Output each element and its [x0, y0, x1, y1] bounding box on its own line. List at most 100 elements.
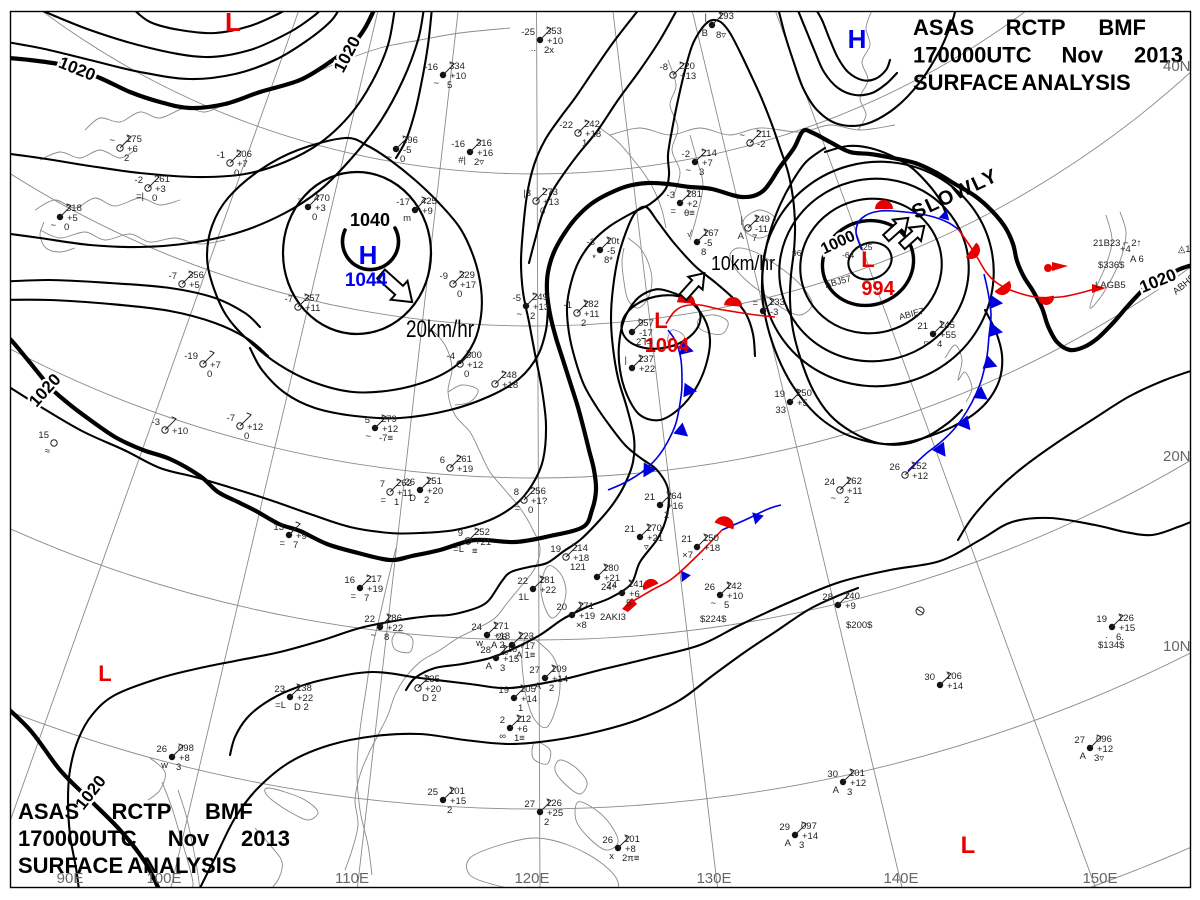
svg-text:262: 262: [396, 478, 412, 489]
svg-text:2: 2: [424, 495, 429, 506]
svg-text:◬170: ◬170: [1178, 244, 1200, 255]
svg-text:8▿: 8▿: [716, 30, 726, 41]
svg-text:-3: -3: [667, 190, 675, 201]
svg-text:-16: -16: [424, 62, 438, 73]
svg-text:306: 306: [236, 149, 252, 160]
svg-text:2x: 2x: [544, 45, 554, 56]
svg-text:27: 27: [1074, 735, 1085, 746]
svg-text:8: 8: [701, 247, 706, 258]
svg-text:D: D: [409, 493, 416, 504]
svg-text:170: 170: [646, 523, 662, 534]
svg-text:24: 24: [471, 622, 482, 633]
svg-text:+13: +13: [680, 71, 696, 82]
svg-text:=|: =|: [136, 191, 144, 202]
svg-text:+9: +9: [845, 601, 856, 612]
svg-text:+13: +13: [533, 302, 549, 313]
svg-text:L: L: [861, 247, 874, 272]
svg-text:7: 7: [293, 540, 298, 551]
svg-text:256: 256: [530, 486, 546, 497]
svg-text:|: |: [625, 355, 627, 366]
svg-text:L: L: [225, 7, 241, 37]
svg-text:-2: -2: [682, 149, 690, 160]
svg-text:#|: #|: [458, 155, 466, 166]
svg-text:+9: +9: [422, 206, 433, 217]
svg-text:≡: ≡: [472, 546, 478, 557]
svg-text:2: 2: [530, 311, 535, 322]
svg-text:16: 16: [344, 575, 355, 586]
svg-text:+25: +25: [547, 808, 563, 819]
svg-text:-7: -7: [227, 413, 235, 424]
svg-text:3: 3: [176, 762, 181, 773]
svg-text:19: 19: [550, 544, 561, 555]
svg-text:-5: -5: [403, 145, 411, 156]
svg-text:135: 135: [424, 674, 440, 685]
svg-text:150E: 150E: [1082, 870, 1117, 887]
svg-text:+18: +18: [502, 380, 518, 391]
svg-text:+3: +3: [155, 184, 166, 195]
svg-text:+25: +25: [858, 242, 873, 252]
svg-text:≈: ≈: [45, 446, 50, 457]
svg-text:357: 357: [304, 293, 320, 304]
svg-text:140: 140: [844, 591, 860, 602]
svg-text:|3: |3: [523, 188, 531, 199]
svg-text:=: =: [350, 591, 356, 602]
svg-text:28: 28: [480, 645, 491, 656]
svg-text:097: 097: [801, 821, 817, 832]
svg-text:2: 2: [581, 318, 586, 329]
svg-text:994: 994: [861, 278, 895, 300]
svg-text:RCTP: RCTP: [112, 799, 172, 824]
svg-text:+10: +10: [547, 36, 563, 47]
svg-text:+5: +5: [67, 213, 78, 224]
svg-text:-19: -19: [184, 351, 198, 362]
svg-text:×7: ×7: [682, 550, 693, 561]
svg-text:+6: +6: [517, 724, 528, 735]
svg-text:1040: 1040: [350, 210, 390, 230]
svg-text:20: 20: [556, 602, 567, 613]
svg-text:+7: +7: [237, 159, 248, 170]
svg-text:-7≡: -7≡: [379, 433, 393, 444]
svg-text:1004: 1004: [645, 335, 690, 357]
svg-text:SURFACE: SURFACE: [913, 70, 1018, 95]
svg-text:D 2: D 2: [294, 702, 309, 713]
svg-text:-2: -2: [757, 139, 765, 150]
svg-text:A: A: [535, 681, 542, 692]
svg-text:0: 0: [244, 431, 249, 442]
svg-text:214: 214: [572, 543, 588, 554]
svg-text:8: 8: [514, 487, 519, 498]
svg-text:170000UTC: 170000UTC: [18, 826, 137, 851]
svg-text:26: 26: [496, 632, 507, 643]
svg-text:28: 28: [822, 592, 833, 603]
svg-text:0: 0: [312, 212, 317, 223]
svg-text:~: ~: [710, 598, 716, 609]
svg-text:+10: +10: [172, 426, 188, 437]
svg-text:-3: -3: [770, 307, 778, 318]
svg-text:3: 3: [847, 787, 852, 798]
svg-text:261: 261: [154, 174, 170, 185]
svg-text:2: 2: [544, 817, 549, 828]
svg-text:145: 145: [939, 320, 955, 331]
svg-text:175: 175: [126, 134, 142, 145]
svg-text:+19: +19: [367, 584, 383, 595]
svg-text:ANALYSIS: ANALYSIS: [127, 853, 236, 878]
svg-text:19: 19: [774, 389, 785, 400]
svg-text:123: 123: [518, 631, 534, 642]
svg-text:+20: +20: [425, 684, 441, 695]
svg-text:1: 1: [582, 138, 587, 149]
svg-text:Nov: Nov: [168, 826, 210, 851]
svg-text:L: L: [961, 832, 976, 859]
svg-text:$336$: $336$: [1098, 260, 1125, 271]
svg-text:+10: +10: [727, 591, 743, 602]
svg-text:180: 180: [603, 563, 619, 574]
svg-text:+17: +17: [460, 280, 476, 291]
svg-text:0: 0: [457, 289, 462, 300]
svg-text:164: 164: [666, 491, 682, 502]
svg-text:w: w: [160, 760, 168, 771]
svg-text:RCTP: RCTP: [1006, 15, 1066, 40]
svg-text:+12: +12: [382, 424, 398, 435]
svg-text:5: 5: [365, 415, 370, 426]
svg-text:BMF: BMF: [1098, 15, 1146, 40]
svg-text:+19: +19: [457, 464, 473, 475]
svg-text:182: 182: [583, 299, 599, 310]
svg-text:A: A: [738, 231, 745, 242]
svg-text:2: 2: [664, 510, 669, 521]
